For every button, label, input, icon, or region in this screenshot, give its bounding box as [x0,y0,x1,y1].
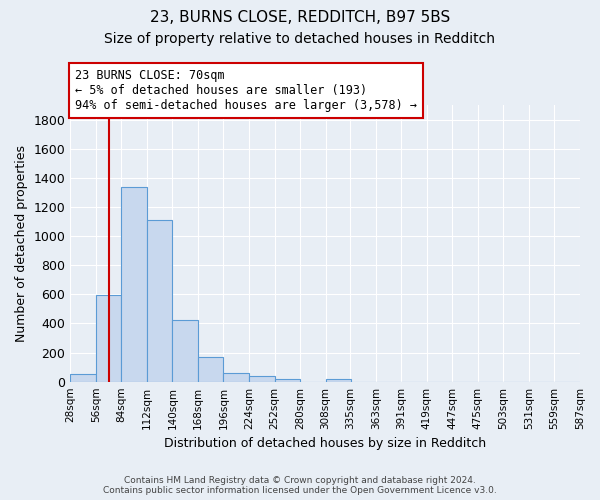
Bar [198,357,223,382]
Text: 23 BURNS CLOSE: 70sqm
← 5% of detached houses are smaller (193)
94% of semi-deta: 23 BURNS CLOSE: 70sqm ← 5% of detached h… [76,69,418,112]
X-axis label: Distribution of detached houses by size in Redditch: Distribution of detached houses by size … [164,437,486,450]
Bar [223,373,249,382]
Text: 23, BURNS CLOSE, REDDITCH, B97 5BS: 23, BURNS CLOSE, REDDITCH, B97 5BS [150,10,450,25]
Text: Contains HM Land Registry data © Crown copyright and database right 2024.
Contai: Contains HM Land Registry data © Crown c… [103,476,497,495]
Bar [172,320,198,382]
Bar [326,379,351,382]
Bar [70,374,96,382]
Bar [121,186,147,382]
Bar [249,376,275,382]
Bar [96,295,121,382]
Bar [147,220,172,382]
Text: Size of property relative to detached houses in Redditch: Size of property relative to detached ho… [104,32,496,46]
Y-axis label: Number of detached properties: Number of detached properties [15,145,28,342]
Bar [275,379,300,382]
